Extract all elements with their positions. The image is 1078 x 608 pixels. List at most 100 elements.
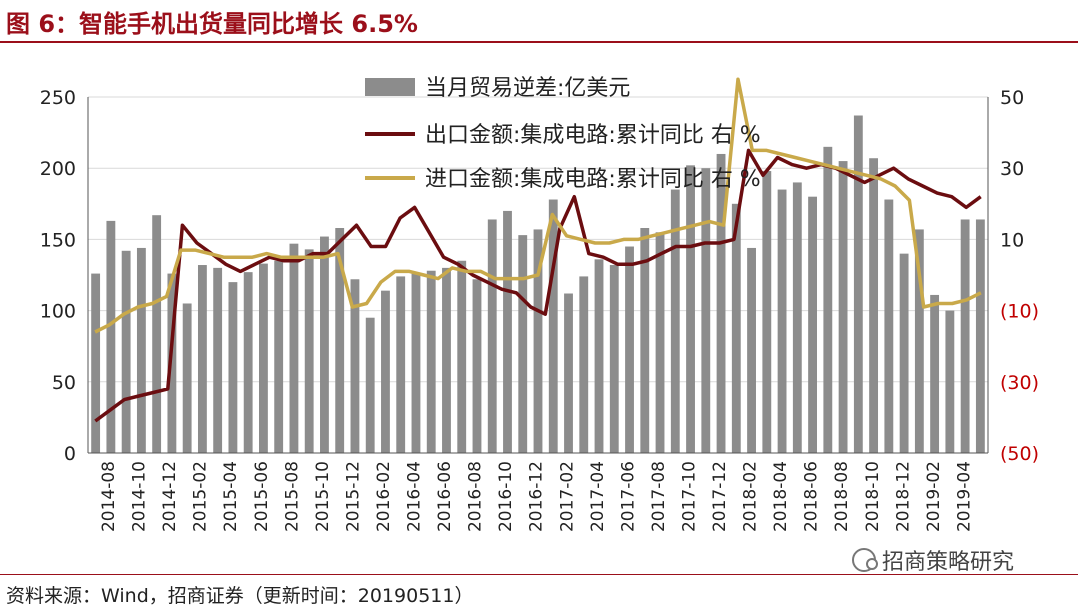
bar bbox=[274, 260, 284, 453]
bar bbox=[930, 294, 940, 453]
bar bbox=[411, 273, 421, 453]
bar bbox=[869, 158, 879, 453]
bar bbox=[457, 260, 467, 453]
bar bbox=[304, 249, 314, 453]
x-tick-label: 2017-10 bbox=[680, 461, 700, 532]
import-line bbox=[94, 77, 982, 334]
bar bbox=[838, 161, 848, 453]
bar bbox=[609, 265, 619, 453]
bar bbox=[213, 267, 223, 453]
bar bbox=[289, 243, 299, 453]
x-tick-label: 2015-02 bbox=[191, 461, 211, 532]
bar bbox=[518, 235, 528, 453]
x-tick-label: 2017-02 bbox=[557, 461, 577, 532]
bar bbox=[564, 293, 573, 453]
legend-label: 进口金额:集成电路:累计同比 右 % bbox=[425, 167, 761, 192]
x-tick-label: 2016-12 bbox=[527, 461, 547, 532]
bar bbox=[91, 273, 101, 453]
watermark-text: 招商策略研究 bbox=[882, 550, 1015, 575]
bar bbox=[197, 265, 207, 453]
bar bbox=[655, 232, 665, 453]
x-tick-label: 2016-08 bbox=[466, 461, 486, 532]
x-tick-label: 2018-06 bbox=[802, 461, 822, 532]
bar bbox=[487, 219, 497, 453]
title-rule bbox=[0, 41, 1078, 43]
y-left-tick-label: 0 bbox=[64, 443, 76, 465]
x-tick-label: 2017-06 bbox=[618, 461, 638, 532]
bar bbox=[365, 317, 375, 453]
x-tick-label: 2017-12 bbox=[710, 461, 730, 532]
x-tick-label: 2018-04 bbox=[771, 461, 791, 532]
bar bbox=[792, 182, 802, 453]
x-tick-label: 2016-02 bbox=[374, 461, 394, 532]
bar bbox=[899, 253, 909, 453]
x-tick-label: 2017-04 bbox=[588, 461, 608, 532]
bar bbox=[670, 189, 680, 453]
bar bbox=[533, 229, 543, 453]
bar bbox=[579, 276, 589, 453]
bar bbox=[716, 153, 726, 453]
bar bbox=[182, 303, 192, 453]
bar bbox=[823, 146, 833, 453]
y-right-tick-label: (10) bbox=[1000, 301, 1039, 323]
bar bbox=[625, 246, 634, 453]
x-tick-label: 2016-10 bbox=[496, 461, 516, 532]
y-left-tick-label: 250 bbox=[40, 87, 76, 109]
bar bbox=[350, 279, 360, 453]
x-tick-label: 2015-08 bbox=[282, 461, 302, 532]
figure-title: 图 6：智能手机出货量同比增长 6.5% bbox=[6, 10, 418, 38]
x-tick-label: 2018-08 bbox=[832, 461, 852, 532]
bar bbox=[945, 310, 955, 453]
watermark: 招商策略研究 bbox=[852, 544, 1014, 576]
x-tick-label: 2015-12 bbox=[343, 461, 363, 532]
bar bbox=[762, 171, 772, 453]
x-tick-label: 2019-04 bbox=[954, 461, 974, 532]
y-left-tick-label: 50 bbox=[52, 372, 76, 394]
bar bbox=[121, 250, 131, 453]
y-right-tick-label: (30) bbox=[1000, 372, 1039, 394]
x-tick-label: 2014-08 bbox=[99, 461, 119, 532]
chart: 0 50 100 150 200 250 (50) (30) (10) 10 30 50 2014-08… bbox=[40, 76, 1039, 532]
bar bbox=[335, 228, 345, 453]
source-note: 资料来源：Wind，招商证券（更新时间：20190511） bbox=[6, 585, 474, 607]
bar bbox=[747, 247, 756, 453]
bar bbox=[594, 259, 604, 453]
bar bbox=[731, 203, 741, 453]
bar bbox=[853, 115, 863, 454]
bar bbox=[914, 229, 924, 453]
bar bbox=[320, 236, 329, 453]
bar bbox=[381, 290, 390, 453]
x-tick-label: 2017-08 bbox=[649, 461, 669, 532]
bar bbox=[503, 210, 512, 453]
x-tick-label: 2015-06 bbox=[252, 461, 272, 532]
x-tick-label: 2016-06 bbox=[435, 461, 455, 532]
bar bbox=[426, 270, 436, 453]
bar bbox=[396, 276, 406, 453]
x-tick-label: 2015-04 bbox=[221, 461, 241, 532]
legend-swatch bbox=[365, 78, 415, 96]
bar bbox=[259, 263, 268, 453]
bar-series bbox=[91, 115, 985, 454]
y-left-tick-label: 200 bbox=[40, 158, 76, 180]
bar bbox=[136, 247, 146, 453]
y-left-tick-label: 150 bbox=[40, 229, 76, 251]
bar bbox=[960, 219, 970, 453]
x-tick-label: 2016-04 bbox=[405, 461, 425, 532]
legend-label: 出口金额:集成电路:累计同比 右 % bbox=[425, 123, 761, 148]
y-right-tick-label: (50) bbox=[1000, 443, 1039, 465]
x-tick-label: 2014-10 bbox=[130, 461, 150, 532]
bar bbox=[472, 279, 482, 453]
x-tick-label: 2018-02 bbox=[741, 461, 761, 532]
y-right-tick-label: 10 bbox=[1000, 229, 1024, 251]
bar bbox=[686, 165, 695, 454]
y-right-tick-label: 50 bbox=[1000, 87, 1024, 109]
bar bbox=[167, 273, 177, 453]
legend-label: 当月贸易逆差:亿美元 bbox=[425, 76, 630, 101]
x-tick-label: 2014-12 bbox=[160, 461, 180, 532]
bar bbox=[152, 215, 162, 453]
bar bbox=[243, 272, 253, 453]
footer-rule bbox=[0, 574, 1078, 575]
bar bbox=[808, 196, 817, 453]
bar bbox=[640, 228, 650, 453]
bar bbox=[548, 199, 558, 453]
